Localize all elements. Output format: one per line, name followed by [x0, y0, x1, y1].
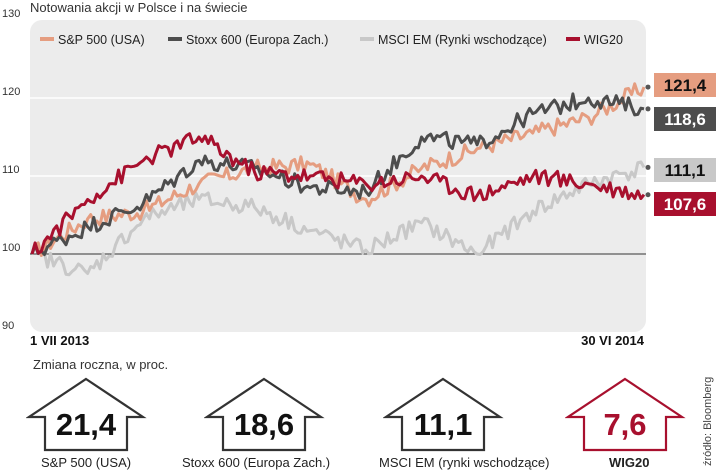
source-note: źródło: Bloomberg [702, 376, 714, 466]
annual-change-value: 18,6 [233, 407, 295, 442]
annual-change-label: MSCI EM (rynki wschodzące) [379, 455, 550, 470]
annual-change-item: 21,4 S&P 500 (USA) [26, 375, 186, 470]
legend-swatch-wig20 [566, 37, 580, 41]
legend-label: Stoxx 600 (Europa Zach.) [186, 33, 328, 47]
annual-change-label: WIG20 [609, 455, 650, 470]
annual-change-item: 18,6 Stoxx 600 (Europa Zach.) [182, 375, 364, 470]
series-line-sp500 [30, 82, 646, 257]
annual-change-item: 11,1 MSCI EM (rynki wschodzące) [379, 375, 549, 470]
series-line-wig20 [30, 132, 646, 255]
line-chart: 90 100 110 120 130 121,4 118,6 111,1 107,6 S&P … [2, 8, 716, 348]
end-value-label: 107,6 [664, 195, 707, 214]
end-value-label: 118,6 [664, 110, 706, 129]
y-tick-label: 100 [2, 242, 20, 254]
end-value-badge-msci [654, 158, 716, 182]
y-tick-label: 110 [2, 164, 20, 176]
up-arrow-icon [204, 377, 325, 452]
end-value-label: 111,1 [665, 161, 706, 180]
up-arrow-icon [383, 377, 504, 452]
end-point-marker [645, 84, 651, 90]
legend-swatch-sp500 [40, 37, 54, 41]
up-arrow-icon [565, 377, 686, 452]
annual-change-value: 7,6 [603, 407, 647, 442]
chart-title: Notowania akcji w Polsce i na świecie [30, 0, 248, 15]
series-line-msci [30, 160, 646, 277]
legend-label: MSCI EM (Rynki wschodzące) [378, 33, 547, 47]
end-value-label: 121,4 [664, 76, 707, 95]
legend-label: WIG20 [584, 33, 623, 47]
legend-swatch-stoxx [168, 37, 182, 41]
legend-swatch-msci [360, 37, 374, 41]
annual-change-label: Stoxx 600 (Europa Zach.) [182, 455, 331, 470]
end-point-marker [645, 106, 651, 112]
end-value-badge-stoxx [654, 107, 716, 131]
annual-change-title: Zmiana roczna, w proc. [33, 357, 169, 372]
legend-label: S&P 500 (USA) [58, 33, 145, 47]
x-axis-end-label: 30 VI 2014 [581, 333, 645, 348]
end-point-marker [645, 164, 651, 170]
y-tick-label: 120 [2, 86, 20, 98]
y-tick-label: 90 [2, 320, 14, 332]
annual-change-label: S&P 500 (USA) [41, 455, 132, 470]
series-line-stoxx [30, 92, 645, 257]
annual-change-value: 11,1 [413, 407, 473, 442]
end-point-marker [645, 192, 651, 198]
y-tick-label: 130 [2, 8, 20, 20]
annual-change-item: 7,6 WIG20 [565, 375, 720, 470]
up-arrow-icon [26, 377, 147, 452]
x-axis-start-label: 1 VII 2013 [30, 333, 89, 348]
end-value-badge-sp500 [654, 73, 716, 97]
end-value-badge-wig20 [654, 192, 716, 216]
annual-change-value: 21,4 [55, 407, 117, 442]
